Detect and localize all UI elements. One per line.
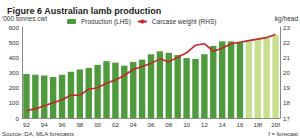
svg-text:19: 19 [283, 84, 290, 91]
svg-text:08: 08 [165, 121, 172, 128]
svg-text:96: 96 [59, 121, 66, 128]
svg-text:200: 200 [9, 84, 20, 91]
svg-text:21: 21 [283, 54, 290, 61]
svg-text:20f: 20f [271, 121, 280, 128]
svg-text:0: 0 [16, 115, 20, 122]
svg-text:04: 04 [130, 121, 137, 128]
svg-text:18f: 18f [253, 121, 262, 128]
svg-text:Source: DA, MLA forecasts: Source: DA, MLA forecasts [2, 131, 74, 137]
svg-text:92: 92 [23, 121, 30, 128]
svg-text:500: 500 [9, 39, 20, 46]
svg-text:'000 tonnes cwt: '000 tonnes cwt [2, 15, 47, 22]
svg-text:Carcase weight (RHS): Carcase weight (RHS) [152, 18, 217, 26]
svg-text:Figure 6 Australian lamb produ: Figure 6 Australian lamb production [7, 6, 161, 16]
svg-text:300: 300 [9, 69, 20, 76]
svg-text:100: 100 [9, 99, 20, 106]
svg-text:23: 23 [283, 24, 290, 31]
svg-text:98: 98 [76, 121, 83, 128]
svg-text:14: 14 [219, 121, 226, 128]
svg-text:kg/head: kg/head [275, 15, 299, 23]
svg-text:06: 06 [148, 121, 155, 128]
svg-text:10: 10 [183, 121, 190, 128]
svg-text:600: 600 [9, 24, 20, 31]
svg-text:22: 22 [283, 39, 290, 46]
svg-text:17: 17 [283, 115, 290, 122]
svg-text:12: 12 [201, 121, 208, 128]
svg-text:f = forecast: f = forecast [268, 131, 298, 137]
svg-text:Production (LHS): Production (LHS) [81, 18, 131, 26]
svg-text:00: 00 [94, 121, 101, 128]
svg-text:18: 18 [283, 99, 290, 106]
svg-text:02: 02 [112, 121, 119, 128]
svg-text:20: 20 [283, 69, 290, 76]
svg-text:400: 400 [9, 54, 20, 61]
svg-text:94: 94 [41, 121, 48, 128]
svg-text:16: 16 [237, 121, 244, 128]
